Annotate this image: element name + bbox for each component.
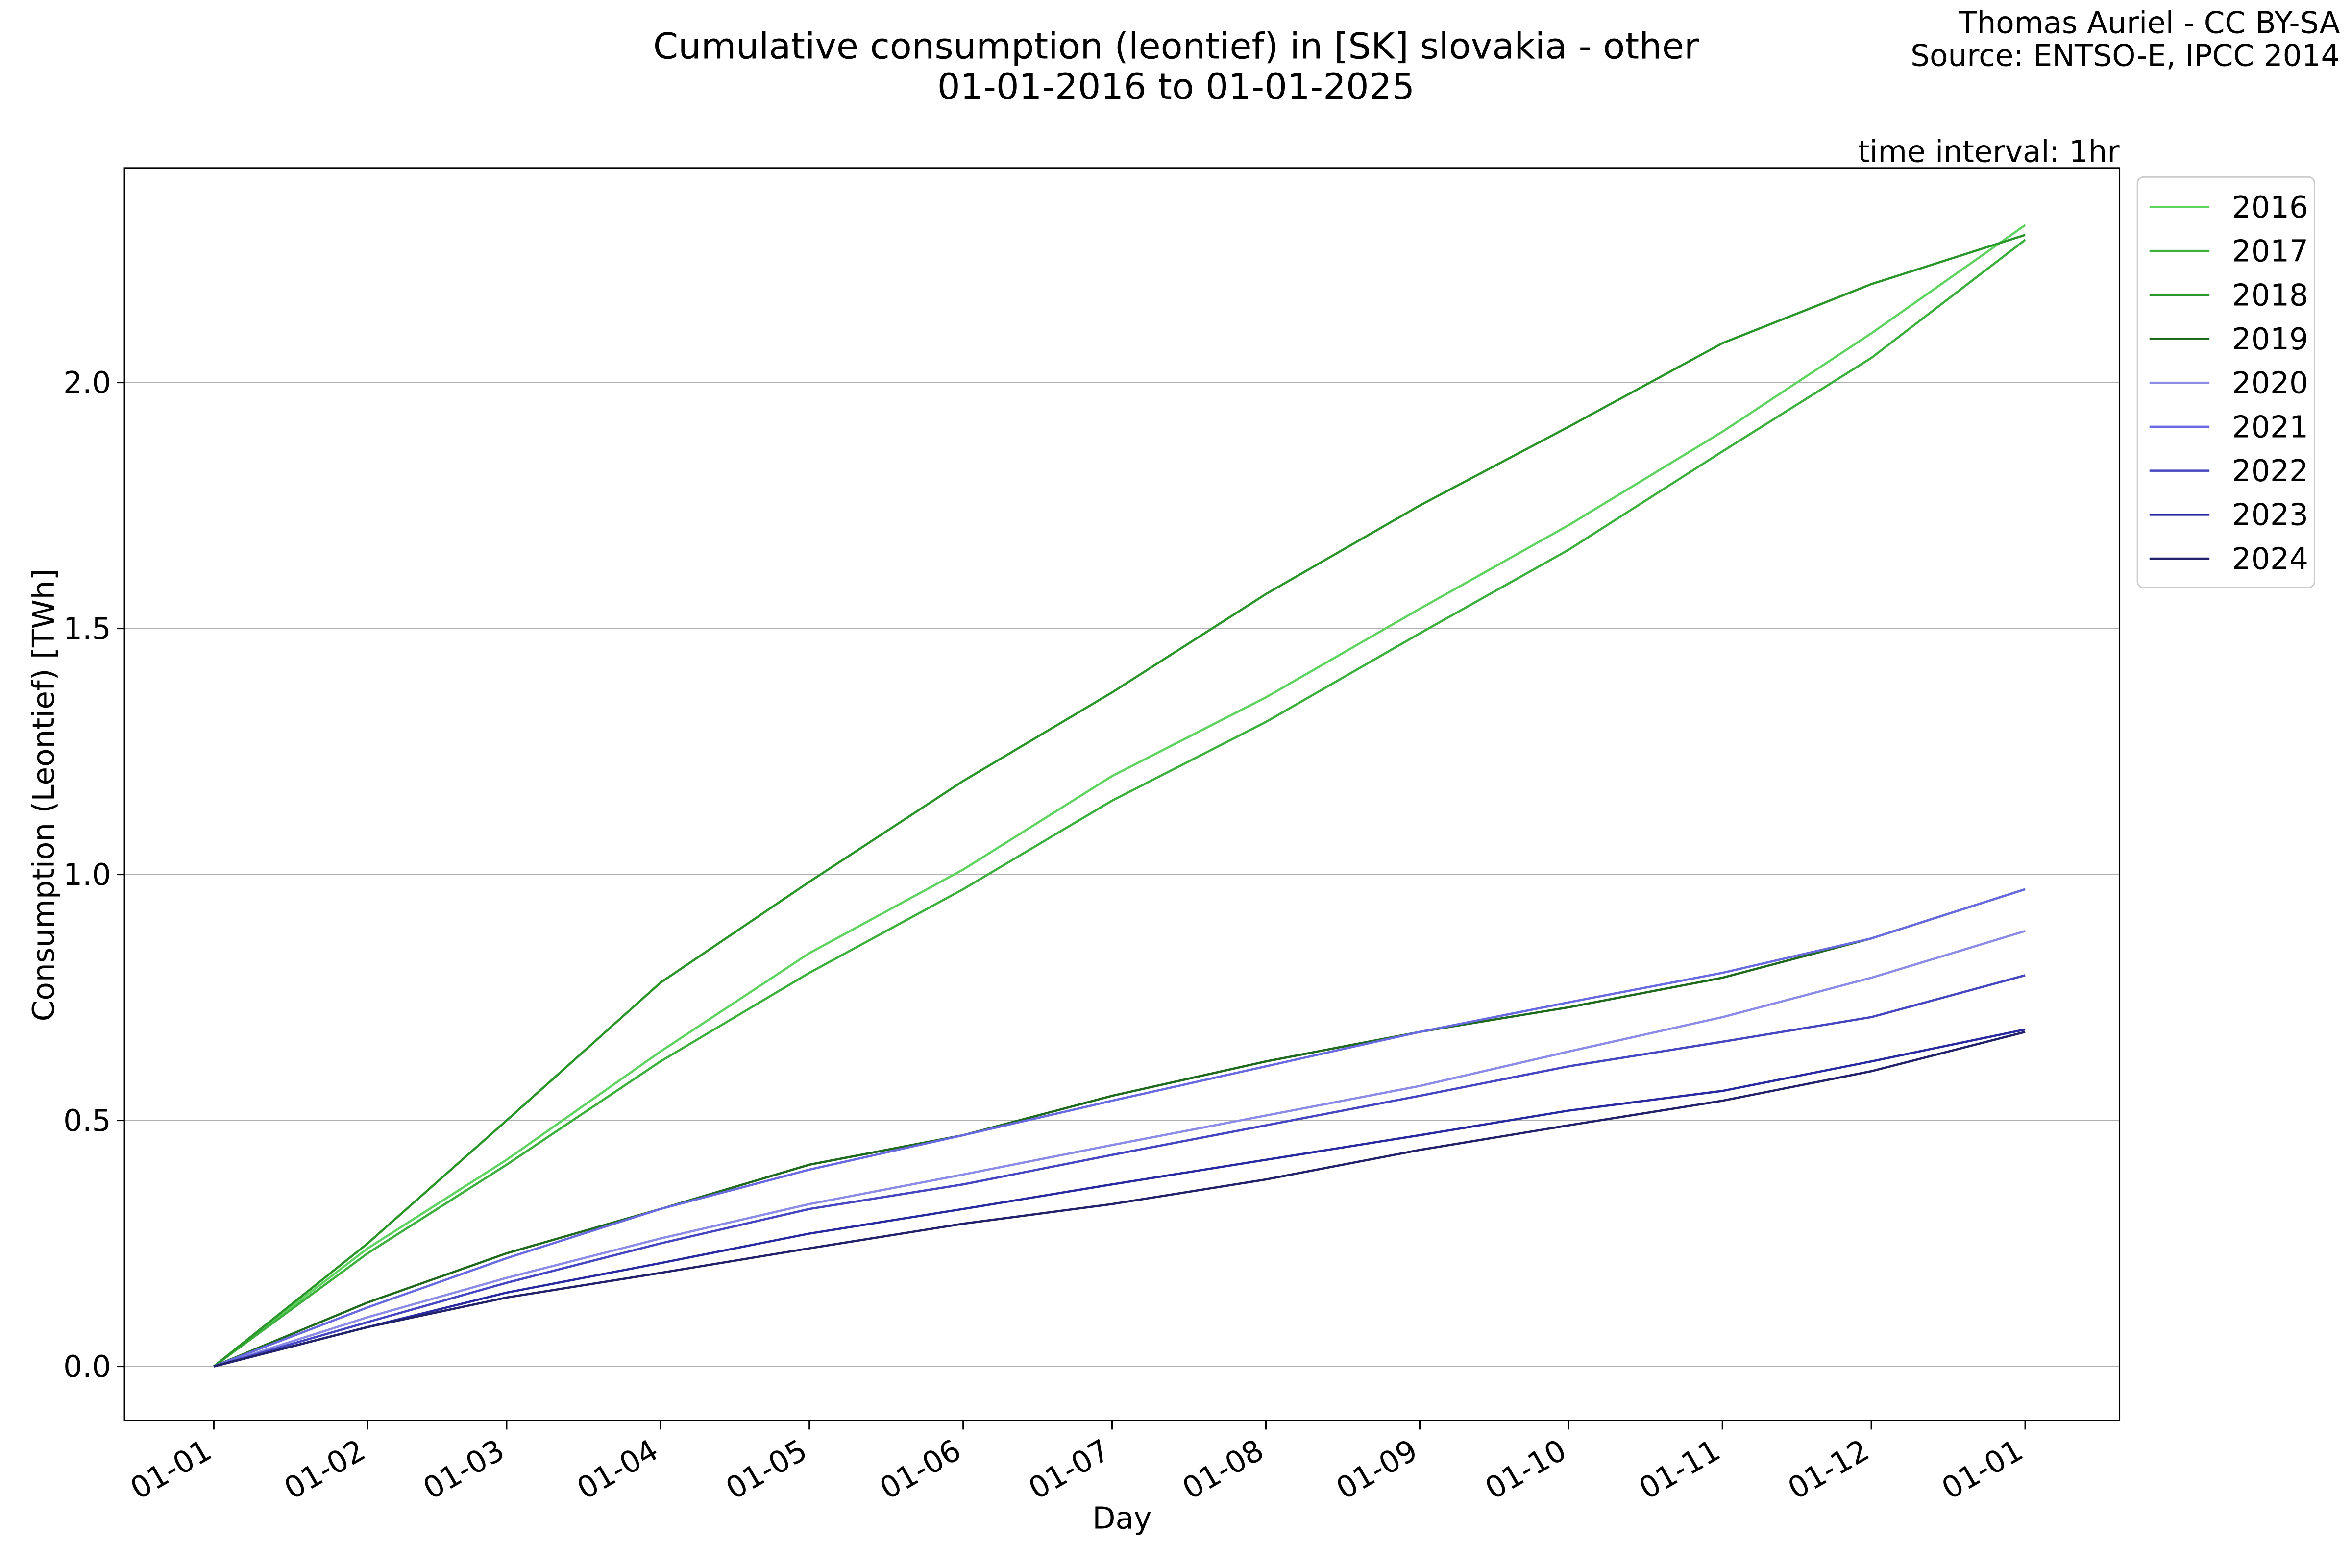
series-line: [213, 930, 2026, 1368]
legend-box: [2136, 176, 2315, 588]
series-line: [213, 888, 2026, 1368]
x-axis-label: Day: [1092, 1501, 1152, 1536]
legend-label: 2022: [2232, 454, 2308, 489]
chart-subtitle: 01-01-2016 to 01-01-2025: [937, 66, 1415, 108]
x-tick-label: 01-03: [417, 1433, 511, 1506]
legend-label: 2021: [2232, 410, 2308, 444]
x-tick-label: 01-10: [1479, 1433, 1572, 1506]
series-line: [213, 234, 2026, 1368]
series-line: [213, 974, 2026, 1368]
legend-label: 2024: [2232, 541, 2308, 576]
y-tick-label: 2.0: [63, 366, 111, 400]
legend-label: 2020: [2232, 366, 2308, 401]
x-tick-label: 01-07: [1023, 1433, 1116, 1506]
plot-frame: [123, 167, 2121, 1421]
series-line: [213, 224, 2026, 1368]
series-line: [213, 239, 2026, 1368]
x-tick-label: 01-09: [1330, 1433, 1423, 1506]
legend-label: 2019: [2232, 322, 2308, 357]
legend-label: 2023: [2232, 498, 2308, 533]
x-tick-label: 01-05: [720, 1433, 813, 1506]
y-tick-label: 0.5: [63, 1103, 111, 1138]
x-tick-label: 01-01: [1936, 1433, 2029, 1506]
legend-label: 2017: [2232, 234, 2308, 269]
x-tick-label: 01-06: [874, 1433, 967, 1506]
credit: Thomas Auriel - CC BY-SA: [1958, 5, 2340, 40]
series-line: [213, 1028, 2026, 1368]
y-axis-label: Consumption (Leontief) [TWh]: [26, 569, 61, 1022]
x-tick-label: 01-11: [1633, 1433, 1726, 1506]
y-tick-label: 1.0: [63, 858, 111, 892]
x-tick-label: 01-04: [571, 1433, 664, 1506]
x-tick-label: 01-12: [1782, 1433, 1875, 1506]
credit: Source: ENTSO-E, IPCC 2014: [1911, 39, 2340, 74]
x-tick-label: 01-02: [278, 1433, 371, 1506]
legend-label: 2016: [2232, 190, 2308, 225]
y-tick-label: 0.0: [63, 1349, 111, 1384]
x-tick-label: 01-08: [1176, 1433, 1270, 1506]
x-tick-label: 01-01: [124, 1433, 218, 1506]
y-tick-label: 1.5: [63, 612, 111, 646]
series-line: [213, 888, 2026, 1368]
series-line: [213, 1030, 2026, 1368]
chart-title: Cumulative consumption (leontief) in [SK…: [653, 25, 1699, 67]
annotation: time interval: 1hr: [1858, 135, 2120, 170]
legend-label: 2018: [2232, 278, 2308, 313]
